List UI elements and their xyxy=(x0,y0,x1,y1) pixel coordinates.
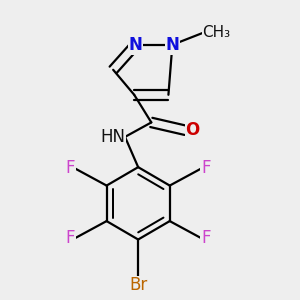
Text: Br: Br xyxy=(129,276,147,294)
Text: F: F xyxy=(65,160,75,178)
Text: F: F xyxy=(201,160,211,178)
Text: N: N xyxy=(165,36,179,54)
Text: CH₃: CH₃ xyxy=(202,26,231,40)
Text: F: F xyxy=(65,229,75,247)
Text: N: N xyxy=(129,36,142,54)
Text: O: O xyxy=(185,121,200,139)
Text: HN: HN xyxy=(100,128,125,146)
Text: F: F xyxy=(201,229,211,247)
